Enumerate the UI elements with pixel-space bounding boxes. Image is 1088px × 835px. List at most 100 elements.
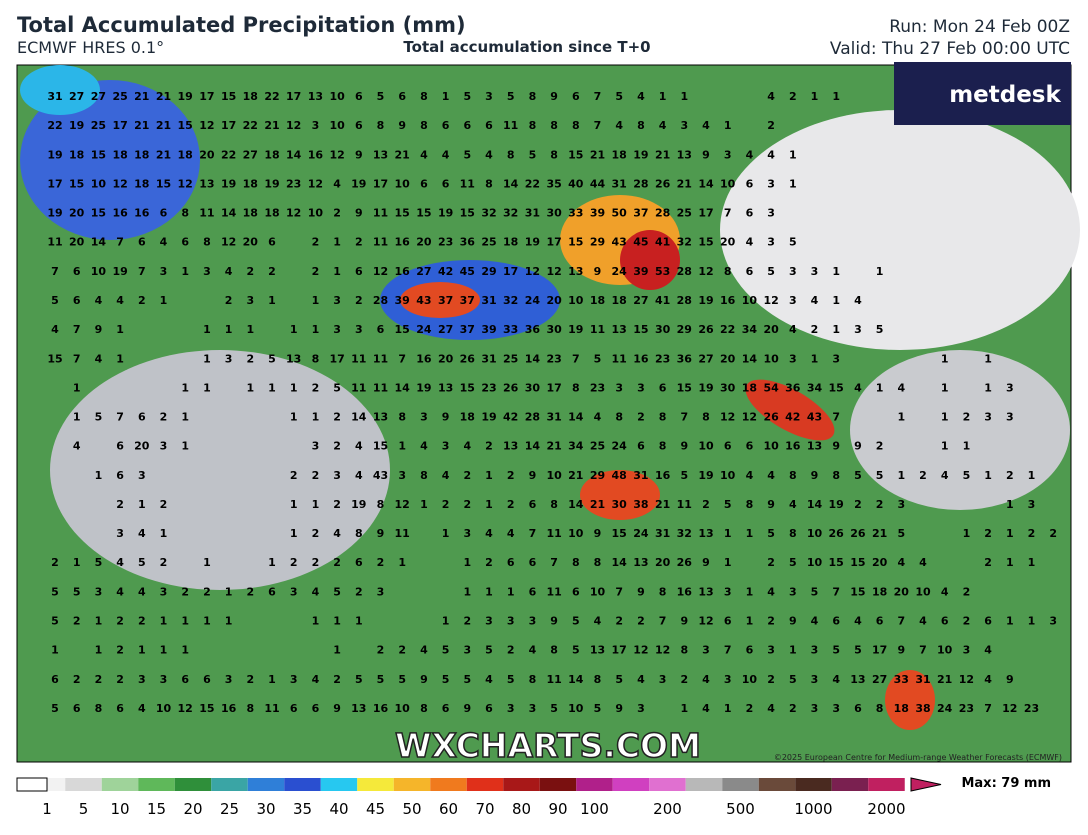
grid-value: 7 <box>919 644 927 657</box>
grid-value: 14 <box>807 498 823 511</box>
grid-value: 15 <box>677 381 692 394</box>
grid-value: 11 <box>351 381 366 394</box>
grid-value: 38 <box>915 702 930 715</box>
grid-value: 4 <box>637 673 645 686</box>
grid-value: 2 <box>377 644 385 657</box>
grid-value: 4 <box>746 148 754 161</box>
grid-value: 48 <box>612 469 627 482</box>
grid-value: 5 <box>398 673 406 686</box>
grid-value: 8 <box>594 556 602 569</box>
colorbar-swatch <box>831 778 869 791</box>
colorbar-tick: 5 <box>79 800 89 818</box>
grid-value: 11 <box>373 207 388 220</box>
grid-value: 3 <box>463 644 471 657</box>
grid-value: 6 <box>73 265 81 278</box>
grid-value: 2 <box>116 644 124 657</box>
grid-value: 25 <box>481 236 496 249</box>
grid-value: 32 <box>503 207 518 220</box>
grid-value: 3 <box>160 440 168 453</box>
grid-value: 18 <box>112 148 127 161</box>
grid-value: 7 <box>724 207 732 220</box>
grid-value: 5 <box>680 469 688 482</box>
grid-value: 1 <box>333 236 341 249</box>
grid-value: 9 <box>95 323 103 336</box>
grid-value: 3 <box>767 236 775 249</box>
grid-value: 5 <box>51 585 59 598</box>
grid-value: 11 <box>590 323 605 336</box>
colorbar-tick: 50 <box>402 800 421 818</box>
grid-value: 19 <box>351 498 366 511</box>
grid-value: 6 <box>51 673 59 686</box>
grid-value: 21 <box>546 440 561 453</box>
grid-value: 24 <box>612 440 628 453</box>
grid-value: 12 <box>1002 702 1017 715</box>
grid-value: 3 <box>811 265 819 278</box>
grid-value: 1 <box>290 381 298 394</box>
grid-value: 5 <box>572 644 580 657</box>
grid-value: 3 <box>225 352 233 365</box>
grid-value: 2 <box>1049 527 1057 540</box>
grid-value: 1 <box>724 119 732 132</box>
grid-value: 13 <box>503 440 518 453</box>
grid-value: 4 <box>767 469 775 482</box>
grid-value: 12 <box>308 177 323 190</box>
grid-value: 1 <box>746 585 754 598</box>
grid-value: 27 <box>633 294 648 307</box>
grid-value: 1 <box>1006 615 1014 628</box>
grid-value: 17 <box>47 177 62 190</box>
grid-value: 2 <box>767 556 775 569</box>
grid-value: 3 <box>789 352 797 365</box>
grid-value: 1 <box>832 323 840 336</box>
grid-value: 11 <box>546 527 561 540</box>
grid-value: 5 <box>333 585 341 598</box>
grid-value: 6 <box>355 119 363 132</box>
grid-value: 21 <box>677 177 692 190</box>
value-grid: 31 27 27 25 21 21 19 17 15 18 22 17 13 10 6 5 6 8 1 5 3 5 8 9 6 7… <box>47 90 1057 715</box>
grid-value: 17 <box>112 119 127 132</box>
grid-value: 2 <box>312 556 320 569</box>
grid-value: 27 <box>416 265 431 278</box>
grid-value: 10 <box>156 702 172 715</box>
grid-value: 19 <box>178 90 193 103</box>
grid-value: 5 <box>572 615 580 628</box>
colorbar-swatch <box>247 778 285 791</box>
grid-value: 30 <box>546 207 562 220</box>
grid-value: 1 <box>832 294 840 307</box>
grid-value: 2 <box>333 556 341 569</box>
grid-value: 2 <box>485 556 493 569</box>
grid-value: 1 <box>51 644 59 657</box>
grid-value: 43 <box>807 411 822 424</box>
grid-value: 4 <box>789 498 797 511</box>
grid-value: 3 <box>463 527 471 540</box>
grid-value: 18 <box>243 90 258 103</box>
grid-value: 2 <box>333 673 341 686</box>
grid-value: 12 <box>112 177 127 190</box>
grid-value: 8 <box>312 352 320 365</box>
grid-value: 2 <box>767 673 775 686</box>
grid-value: 5 <box>854 644 862 657</box>
colorbar-tick: 40 <box>329 800 348 818</box>
grid-value: 31 <box>915 673 930 686</box>
grid-value: 1 <box>355 615 363 628</box>
grid-value: 23 <box>286 177 301 190</box>
grid-value: 5 <box>51 294 59 307</box>
grid-value: 1 <box>746 615 754 628</box>
grid-value: 16 <box>112 207 128 220</box>
grid-value: 31 <box>633 469 648 482</box>
grid-value: 3 <box>333 294 341 307</box>
grid-value: 5 <box>832 644 840 657</box>
grid-value: 4 <box>897 556 905 569</box>
grid-value: 9 <box>832 440 840 453</box>
grid-value: 2 <box>398 644 406 657</box>
colorbar-swatch <box>211 778 248 791</box>
grid-value: 17 <box>612 644 627 657</box>
grid-value: 6 <box>941 615 949 628</box>
grid-value: 4 <box>811 615 819 628</box>
grid-value: 35 <box>546 177 561 190</box>
colorbar-tick: 200 <box>653 800 682 818</box>
grid-value: 2 <box>225 294 233 307</box>
grid-value: 1 <box>181 265 189 278</box>
colorbar-tick: 25 <box>220 800 239 818</box>
logo: metdesk <box>949 82 1061 108</box>
grid-value: 11 <box>546 673 561 686</box>
